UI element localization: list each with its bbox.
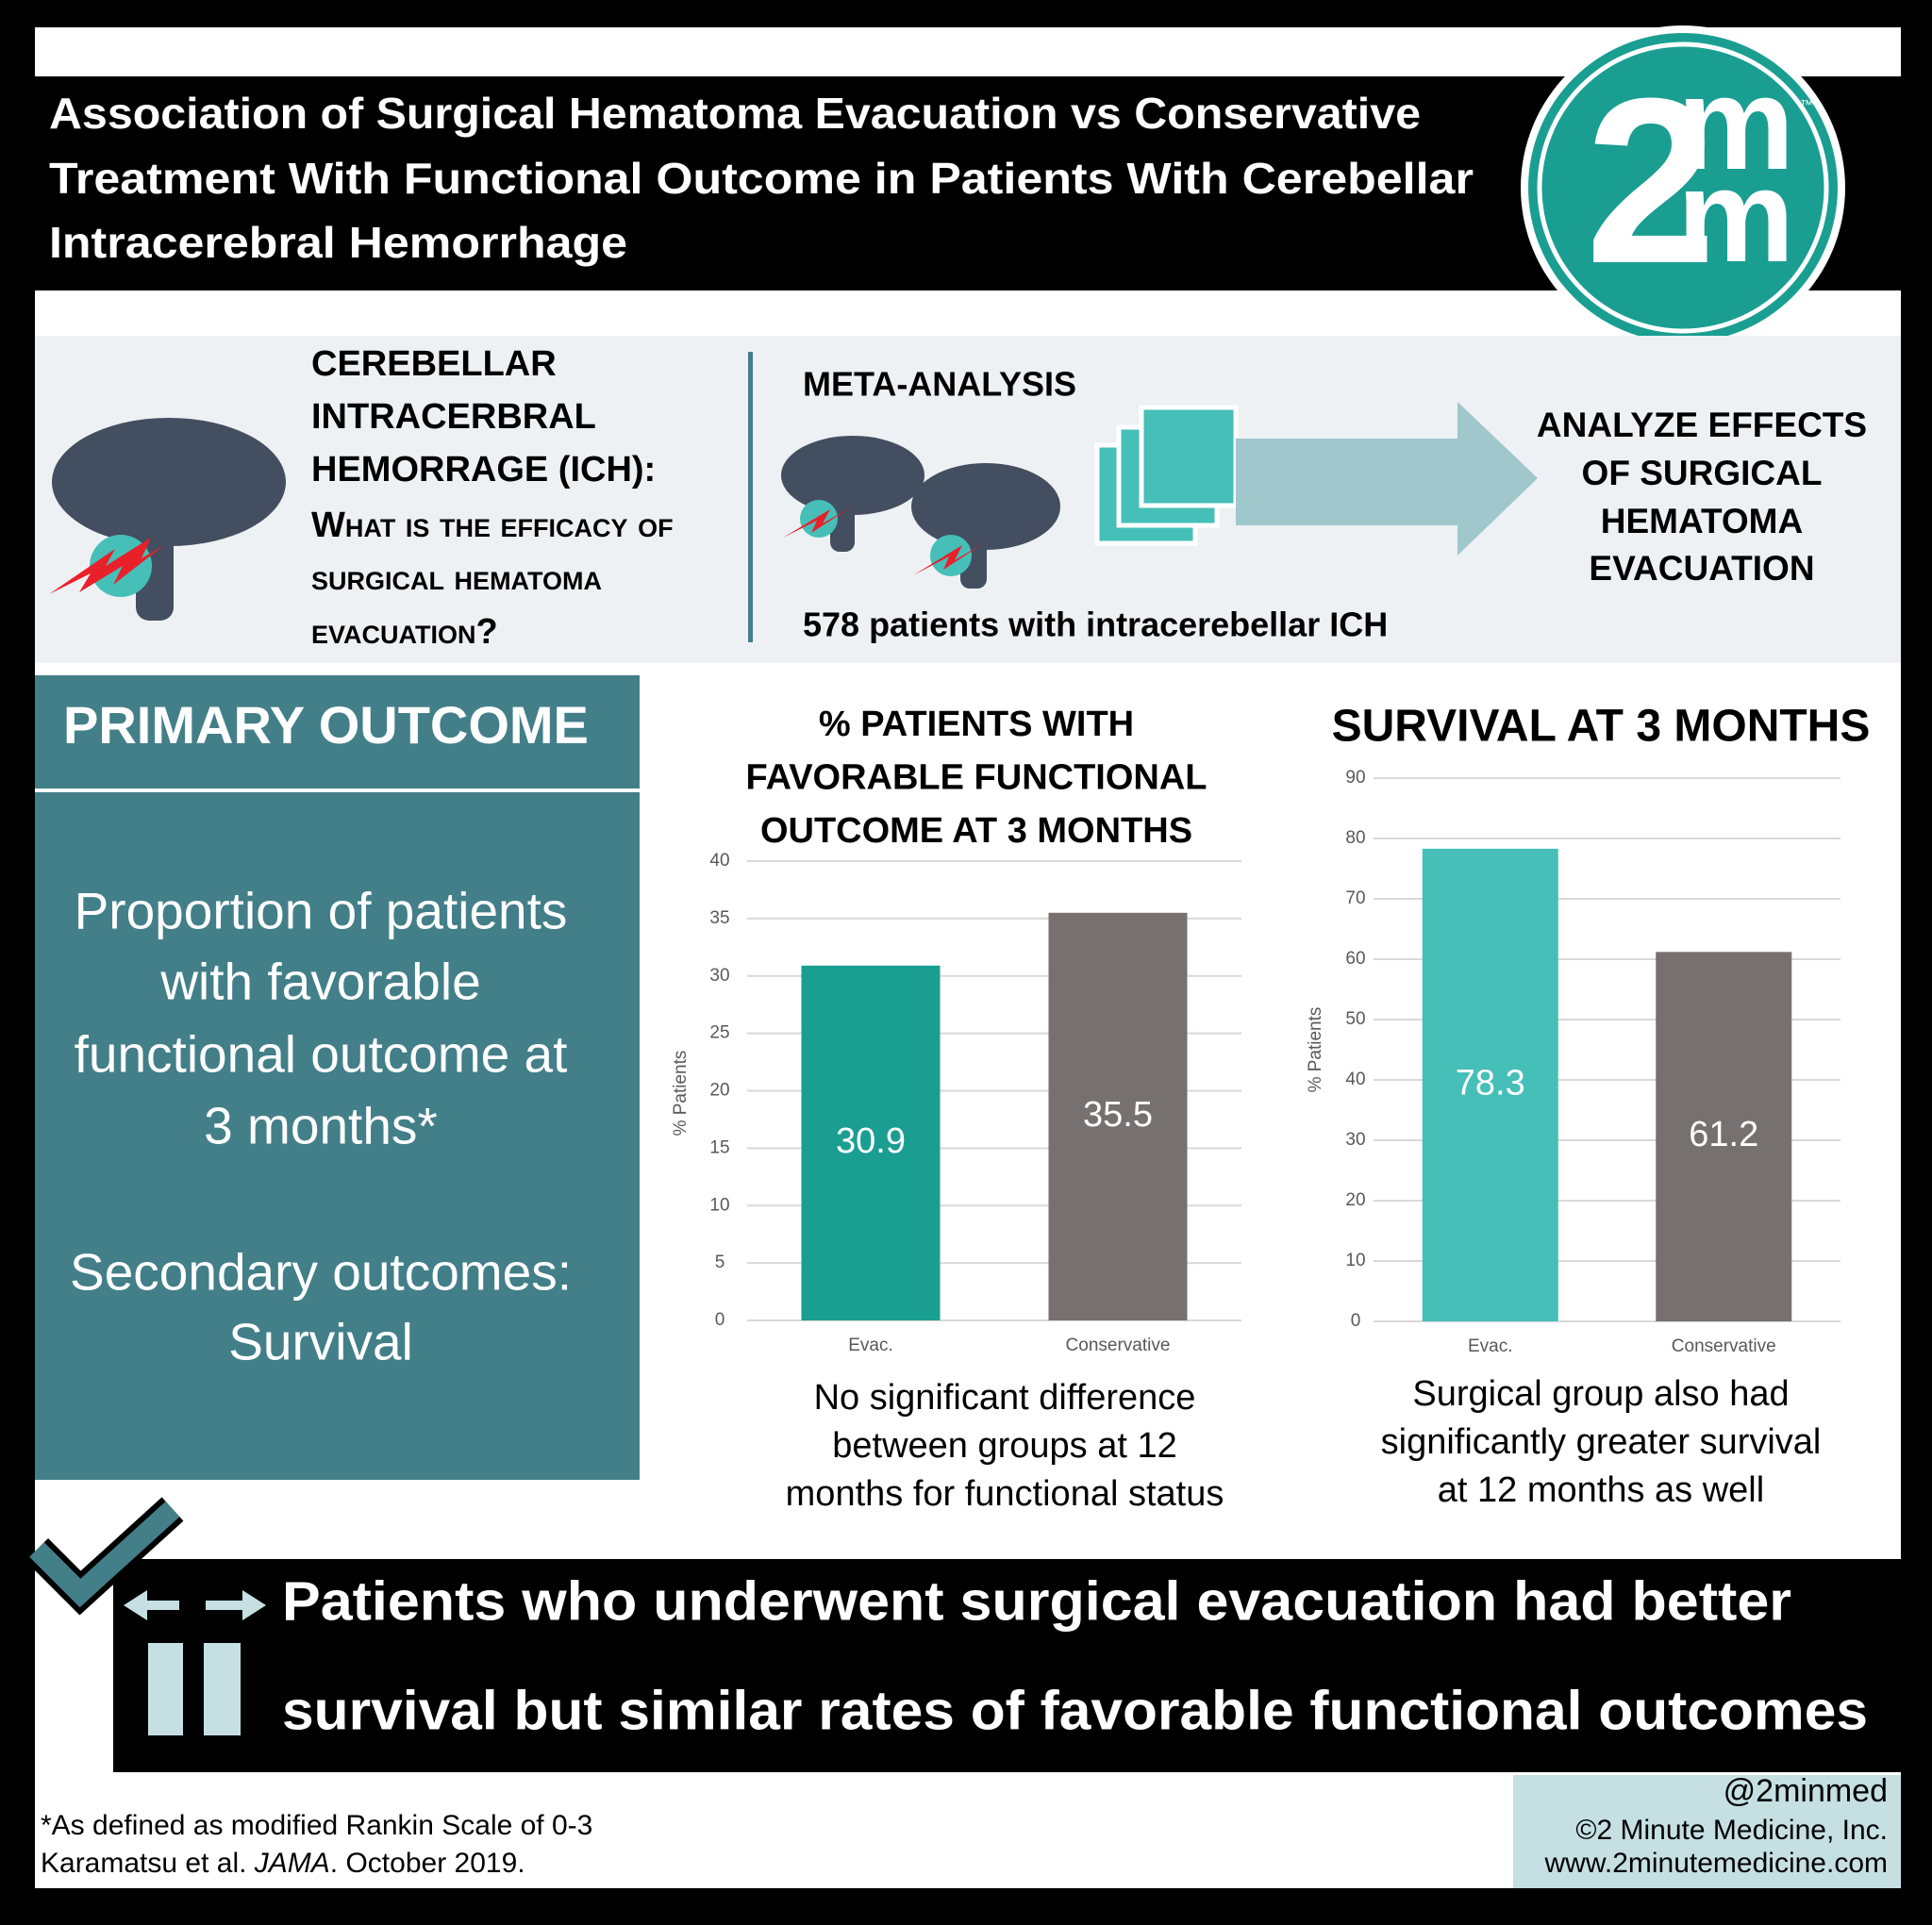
- data-label: 78.3: [1456, 1063, 1525, 1103]
- logo-digit: 2: [1585, 49, 1716, 312]
- y-tick-label: 90: [1345, 768, 1365, 788]
- y-tick-label: 40: [709, 851, 729, 871]
- y-tick-label: 10: [1345, 1251, 1365, 1270]
- outcome-text: functional outcome at: [75, 1025, 568, 1084]
- conclusion-text: Patients who underwent surgical evacuati…: [282, 1570, 1791, 1632]
- chart-caption: months for functional status: [786, 1474, 1224, 1514]
- divider: [748, 352, 753, 642]
- background-text: evacuation?: [311, 612, 498, 652]
- bolt-icon: [913, 541, 987, 575]
- outcome-text: with favorable: [159, 953, 480, 1011]
- logo-ring: [1537, 41, 1829, 334]
- citation-part: Karamatsu et al.: [41, 1848, 255, 1879]
- y-tick-label: 0: [1351, 1311, 1361, 1331]
- patients-text: 578 patients with intracerebellar ICH: [803, 606, 1388, 644]
- y-tick-label: 35: [709, 908, 729, 928]
- aim-text: EVACUATION: [1589, 549, 1814, 588]
- background-text: What is the efficacy of: [311, 506, 674, 545]
- arrow-icon: [1236, 402, 1538, 556]
- y-tick-label: 30: [1345, 1130, 1365, 1150]
- bar: [1656, 952, 1792, 1321]
- chart-title: FAVORABLE FUNCTIONAL: [745, 758, 1207, 798]
- x-tick-label: Evac.: [1468, 1336, 1513, 1356]
- background-text: surgical hematoma: [311, 558, 602, 598]
- logo-mark: ™: [1800, 97, 1813, 112]
- credits-box: [1513, 1775, 1901, 1888]
- logo-letter: m: [1677, 141, 1794, 290]
- x-tick-label: Evac.: [848, 1336, 893, 1355]
- background-text: INTRACERBRAL: [311, 397, 596, 437]
- x-tick-label: Conservative: [1672, 1336, 1776, 1356]
- divider: [35, 788, 640, 792]
- chart-title: SURVIVAL AT 3 MONTHS: [1332, 702, 1871, 752]
- background-text: HEMORRAGE (ICH):: [311, 450, 656, 490]
- citation: Karamatsu et al. JAMA. October 2019.: [41, 1848, 525, 1879]
- y-tick-label: 20: [709, 1081, 729, 1101]
- aim-text: HEMATOMA: [1601, 502, 1803, 540]
- brain-icon: [52, 418, 286, 621]
- chart-caption: No significant difference: [814, 1378, 1196, 1418]
- y-axis-label: % Patients: [671, 1051, 691, 1137]
- methods-label: META-ANALYSIS: [803, 365, 1076, 404]
- brain-icon: [781, 436, 1060, 589]
- chart-title: % PATIENTS WITH: [819, 705, 1134, 744]
- aim-text: OF SURGICAL: [1582, 454, 1823, 492]
- bolt-icon: [783, 506, 854, 538]
- citation-journal: JAMA: [254, 1848, 330, 1879]
- conclusion-text: survival but similar rates of favorable …: [282, 1680, 1868, 1741]
- y-tick-label: 80: [1345, 828, 1365, 848]
- outcome-panel: [35, 675, 640, 1480]
- compare-icon: [124, 1590, 266, 1735]
- data-label: 35.5: [1083, 1095, 1153, 1135]
- bolt-icon: [49, 538, 164, 594]
- documents-icon: [1094, 405, 1239, 546]
- citation-part: . October 2019.: [330, 1848, 525, 1879]
- chart-caption: Surgical group also had: [1412, 1374, 1789, 1414]
- logo: [1528, 33, 1838, 342]
- y-tick-label: 60: [1345, 949, 1365, 969]
- conclusion-band: [113, 1559, 1901, 1772]
- credits-text: @2minmed: [1724, 1773, 1888, 1809]
- title-line: Association of Surgical Hematoma Evacuat…: [49, 89, 1421, 138]
- credits-text: www.2minutemedicine.com: [1544, 1848, 1888, 1879]
- outcome-text: Secondary outcomes:: [70, 1243, 572, 1302]
- check-icon: [29, 1501, 180, 1608]
- chart-title: OUTCOME AT 3 MONTHS: [760, 811, 1192, 851]
- outcome-text: Survival: [228, 1313, 413, 1371]
- bar: [801, 965, 941, 1320]
- aim-text: ANALYZE EFFECTS: [1537, 406, 1867, 444]
- y-tick-label: 10: [709, 1195, 729, 1215]
- data-label: 61.2: [1689, 1115, 1758, 1154]
- chart-caption: at 12 months as well: [1438, 1470, 1764, 1510]
- y-tick-label: 70: [1345, 888, 1365, 908]
- bar: [1048, 912, 1188, 1320]
- y-tick-label: 30: [709, 966, 729, 986]
- y-tick-label: 20: [1345, 1190, 1365, 1210]
- footnote: *As defined as modified Rankin Scale of …: [41, 1810, 592, 1841]
- outcome-text: Proportion of patients: [75, 882, 568, 940]
- credits-text: ©2 Minute Medicine, Inc.: [1575, 1815, 1888, 1846]
- background-text: CEREBELLAR: [311, 344, 557, 384]
- title-line: Treatment With Functional Outcome in Pat…: [49, 154, 1474, 203]
- y-tick-label: 5: [715, 1253, 725, 1272]
- chart-caption: between groups at 12: [832, 1426, 1177, 1466]
- outcome-text: 3 months*: [204, 1097, 438, 1155]
- y-tick-label: 50: [1345, 1009, 1365, 1029]
- outcome-heading: PRIMARY OUTCOME: [63, 695, 589, 755]
- y-axis-label: % Patients: [1306, 1007, 1325, 1093]
- x-tick-label: Conservative: [1066, 1336, 1171, 1355]
- logo-letter: m: [1677, 49, 1794, 197]
- title-line: Intracerebral Hemorrhage: [49, 218, 627, 267]
- y-tick-label: 25: [709, 1023, 729, 1043]
- y-tick-label: 40: [1345, 1070, 1365, 1089]
- y-tick-label: 0: [715, 1310, 725, 1330]
- y-tick-label: 15: [709, 1137, 729, 1157]
- data-label: 30.9: [836, 1121, 906, 1161]
- bar: [1422, 848, 1558, 1321]
- chart-caption: significantly greater survival: [1381, 1422, 1822, 1462]
